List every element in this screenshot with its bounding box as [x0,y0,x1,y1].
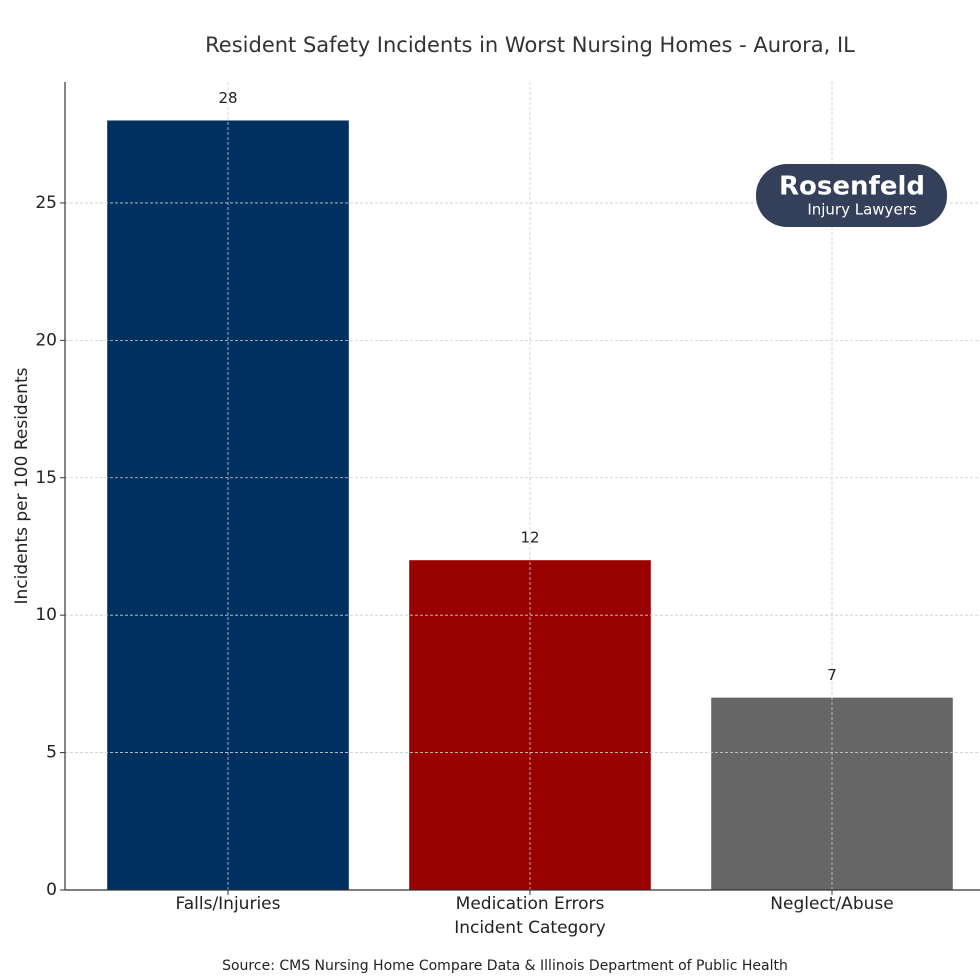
y-tick-label: 5 [46,743,57,763]
x-tick-label: Falls/Injuries [176,894,281,914]
logo-badge [756,164,947,227]
x-axis-label: Incident Category [454,918,606,938]
logo: Rosenfeld Injury Lawyers [756,164,947,227]
value-label: 12 [520,529,539,547]
y-axis-label: Incidents per 100 Residents [12,367,32,604]
y-tick-label: 0 [46,880,57,900]
y-tick-label: 15 [35,468,57,488]
x-tick-label: Neglect/Abuse [770,894,893,914]
y-tick-label: 25 [35,193,57,213]
value-label: 7 [827,666,837,684]
y-tick-label: 20 [35,330,57,350]
y-tick-label: 10 [35,605,57,625]
value-label: 28 [218,89,237,107]
chart-title: Resident Safety Incidents in Worst Nursi… [205,33,855,57]
logo-tagline: Injury Lawyers [807,201,917,219]
logo-name: Rosenfeld [779,172,925,202]
x-tick-label: Medication Errors [456,894,605,914]
source-note: Source: CMS Nursing Home Compare Data & … [222,958,788,974]
